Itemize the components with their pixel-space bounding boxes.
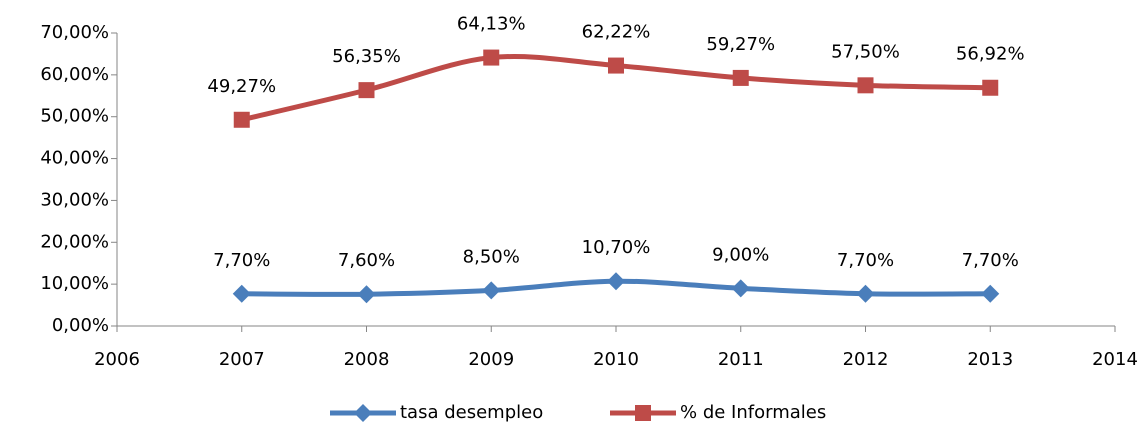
marker — [233, 111, 250, 128]
legend-label: tasa desempleo — [400, 402, 543, 423]
data-label: 56,35% — [332, 46, 401, 67]
marker — [354, 404, 372, 422]
y-tick-label: 50,00% — [40, 106, 109, 127]
x-tick-label: 2006 — [94, 349, 140, 370]
data-label: 7,60% — [338, 250, 395, 271]
marker — [483, 49, 500, 66]
data-label: 7,70% — [962, 250, 1019, 271]
marker — [357, 285, 376, 304]
marker — [232, 284, 251, 303]
data-label: 8,50% — [463, 246, 520, 267]
marker — [856, 284, 875, 303]
x-tick-label: 2011 — [718, 349, 764, 370]
marker — [732, 69, 749, 86]
data-label: 7,70% — [837, 250, 894, 271]
marker — [731, 279, 750, 298]
data-label: 56,92% — [956, 44, 1025, 65]
y-tick-label: 40,00% — [40, 148, 109, 169]
y-tick-label: 30,00% — [40, 189, 109, 210]
marker — [608, 57, 624, 74]
x-tick-label: 2013 — [967, 349, 1013, 370]
data-label: 59,27% — [706, 34, 775, 55]
marker — [857, 77, 874, 94]
x-tick-label: 2010 — [593, 349, 639, 370]
marker — [635, 405, 651, 421]
y-tick-label: 60,00% — [40, 64, 109, 85]
legend-label: % de Informales — [680, 402, 826, 423]
y-tick-label: 0,00% — [52, 315, 109, 336]
y-tick-label: 10,00% — [40, 273, 109, 294]
marker — [358, 82, 375, 99]
marker — [981, 284, 1000, 303]
x-tick-label: 2014 — [1092, 349, 1138, 370]
data-label: 57,50% — [831, 41, 900, 62]
data-label: 62,22% — [582, 22, 651, 43]
x-tick-label: 2008 — [344, 349, 390, 370]
data-label: 9,00% — [712, 244, 769, 265]
marker — [482, 281, 501, 300]
marker — [607, 272, 625, 291]
y-tick-label: 70,00% — [40, 22, 109, 43]
x-tick-label: 2009 — [468, 349, 514, 370]
data-label: 10,70% — [582, 237, 651, 258]
data-label: 49,27% — [207, 76, 276, 97]
marker — [982, 79, 999, 96]
x-tick-label: 2007 — [219, 349, 265, 370]
y-tick-label: 20,00% — [40, 231, 109, 252]
data-label: 64,13% — [457, 14, 526, 35]
x-tick-label: 2012 — [843, 349, 889, 370]
data-label: 7,70% — [213, 250, 270, 271]
